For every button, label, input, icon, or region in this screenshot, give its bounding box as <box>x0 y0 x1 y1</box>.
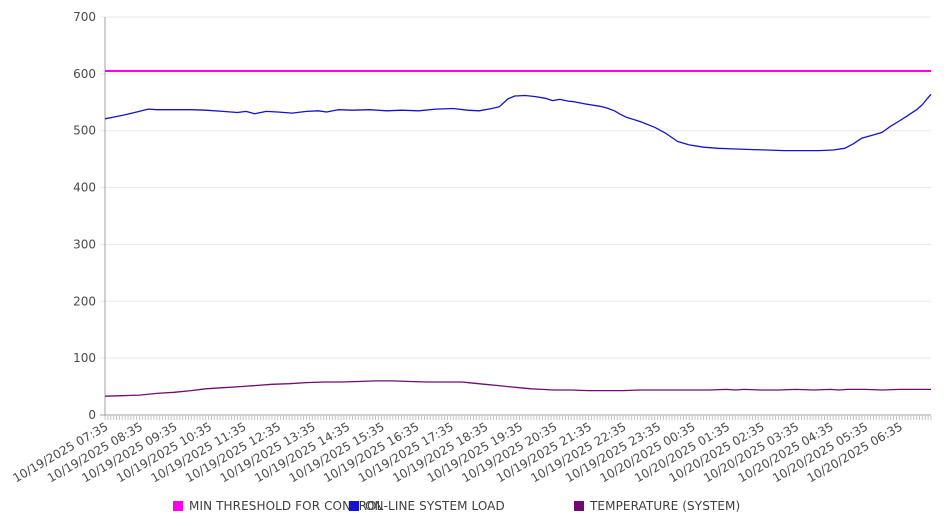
y-axis-tick-label: 600 <box>73 67 96 81</box>
series-line-2 <box>104 380 931 397</box>
y-axis-tick-label: 300 <box>73 237 96 251</box>
y-axis-tick-label: 200 <box>73 294 96 308</box>
y-axis-tick-label: 0 <box>88 408 96 422</box>
series-line-1 <box>104 93 932 152</box>
y-axis-tick-label: 100 <box>73 351 96 365</box>
y-axis-tick-label: 700 <box>73 10 96 24</box>
y-axis-tick-label: 400 <box>73 181 96 195</box>
y-axis-tick-label: 500 <box>73 124 96 138</box>
